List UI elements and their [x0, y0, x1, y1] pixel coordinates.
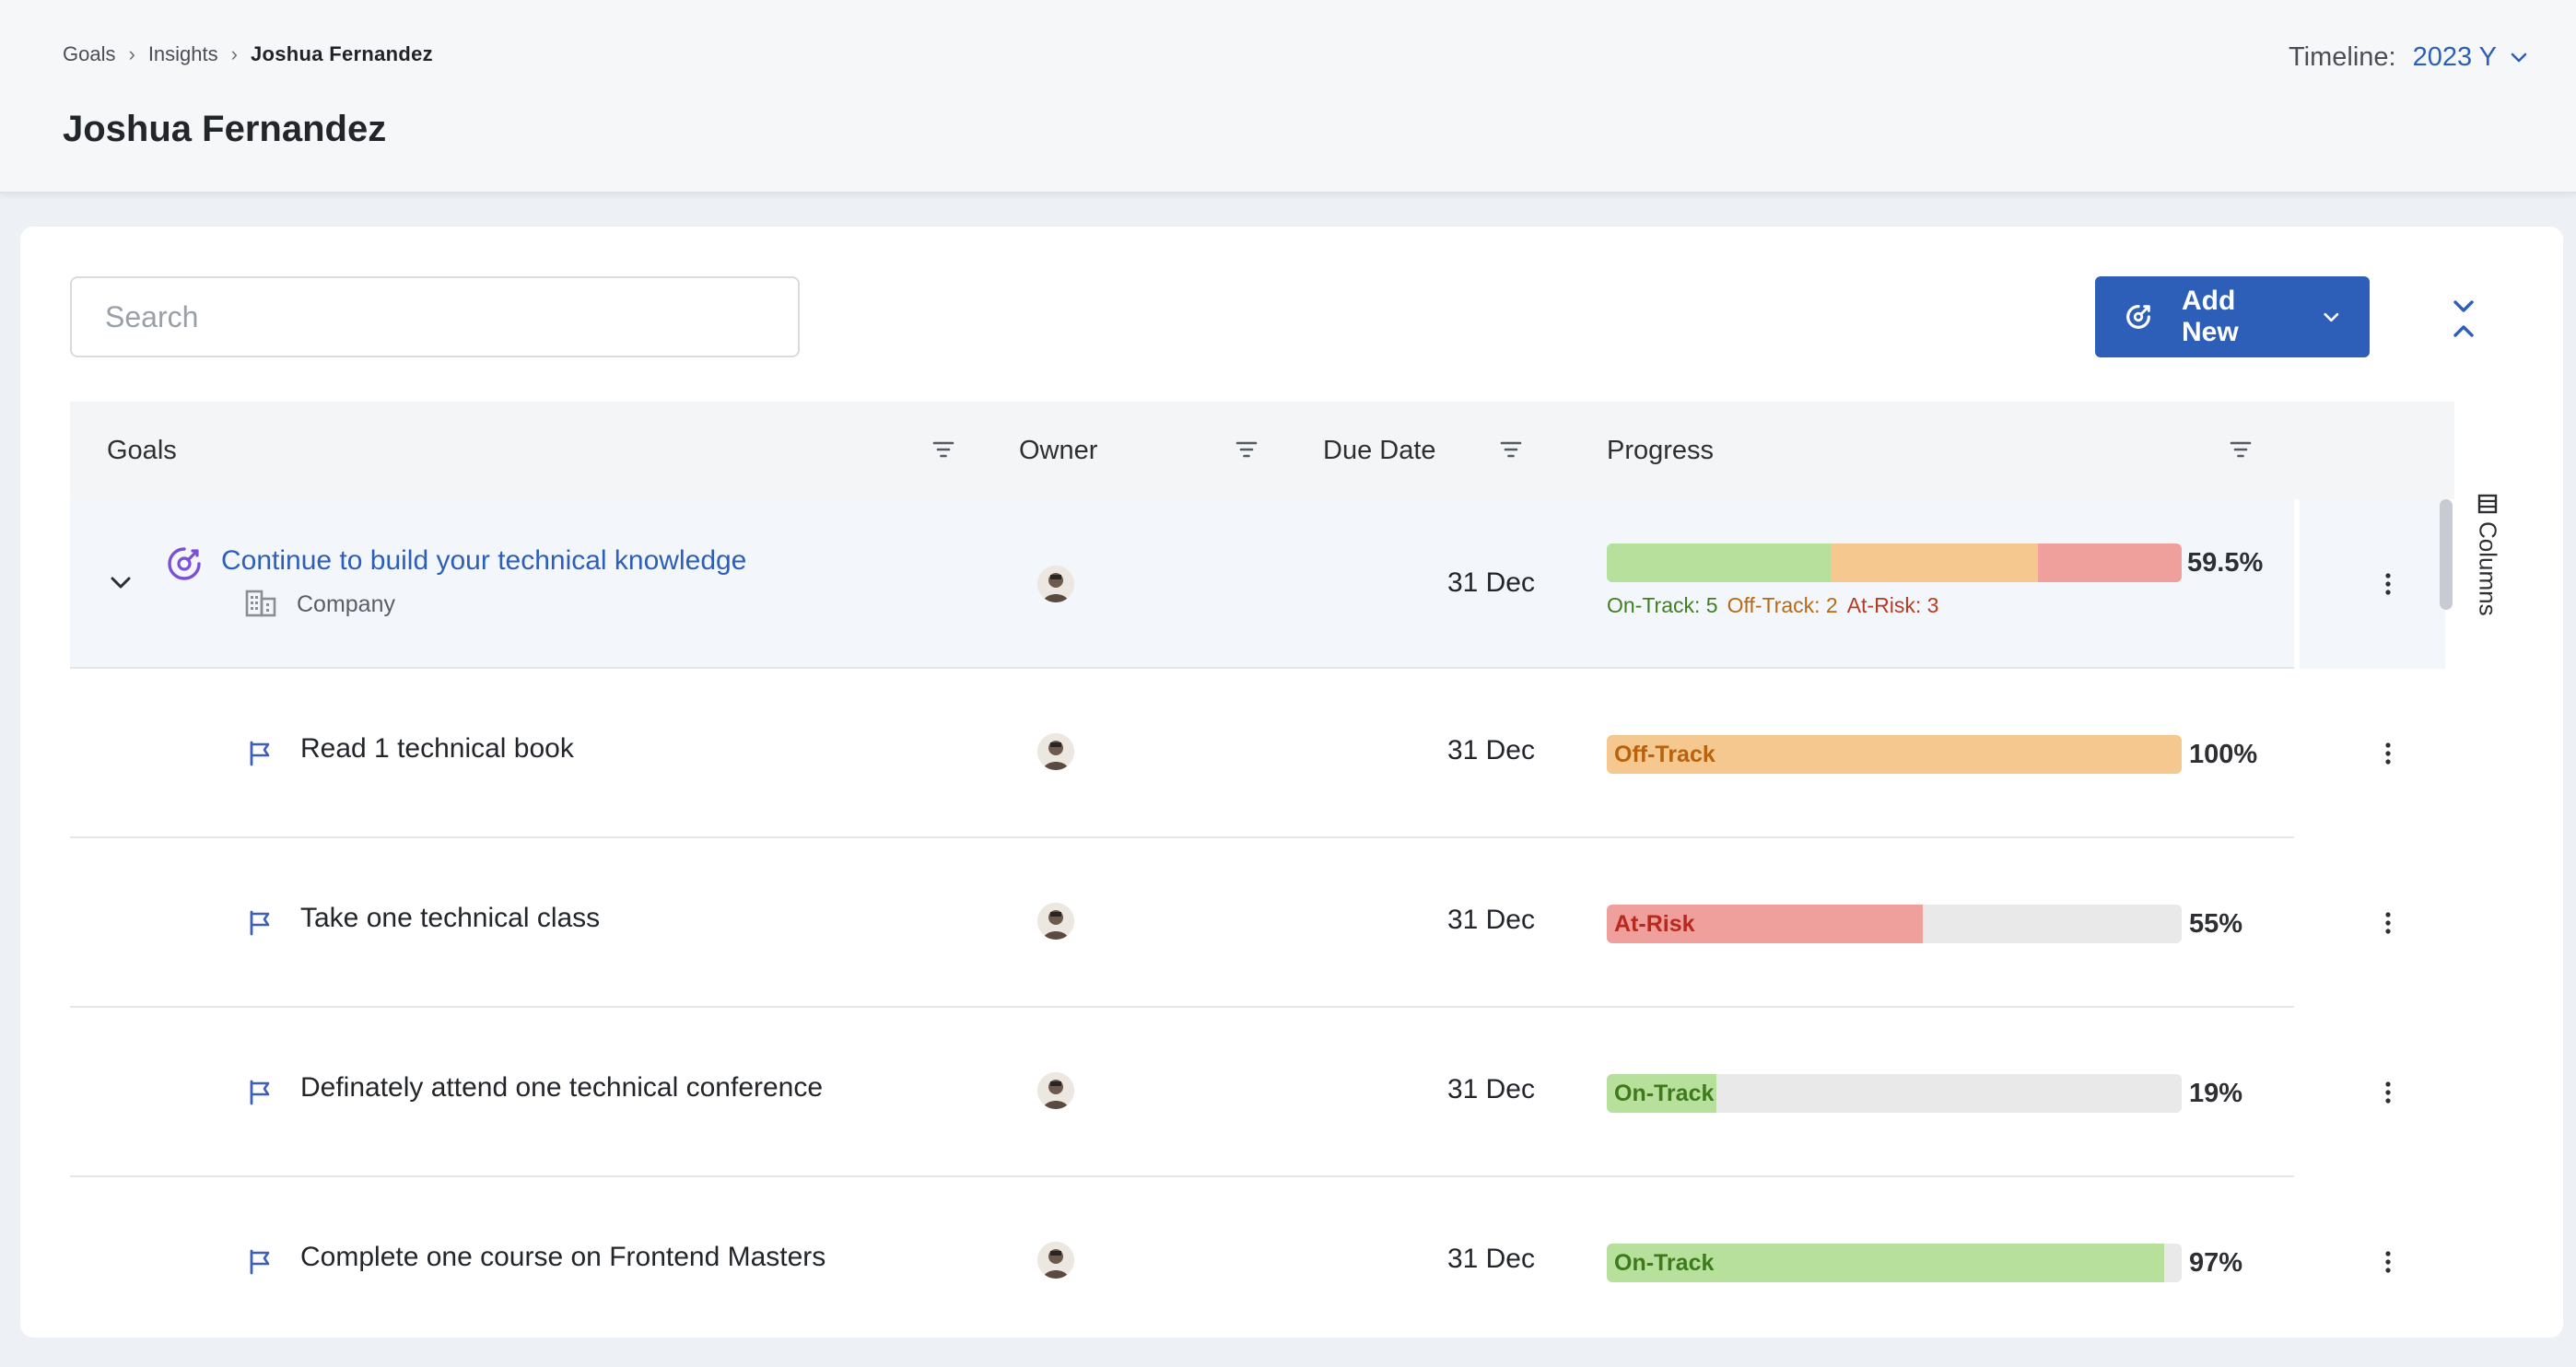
columns-icon [2477, 494, 2498, 514]
progress-percent: 100% [2189, 740, 2258, 769]
more-vertical-icon[interactable] [2373, 908, 2403, 938]
goal-target-icon [168, 547, 201, 580]
page-header: Goals › Insights › Joshua Fernandez Josh… [0, 0, 2576, 193]
progress-segment-on-track [1607, 543, 1832, 582]
progress-fill [1607, 905, 1924, 943]
building-icon [245, 590, 276, 617]
progress-bar: Off-Track [1607, 735, 2182, 774]
row-actions-cell [2294, 1008, 2445, 1177]
progress-fill [1607, 1244, 2165, 1282]
owner-avatar[interactable] [1037, 1242, 1074, 1279]
timeline-value[interactable]: 2023 Y [2412, 42, 2497, 72]
goals-card: Add New Goals Owner Due Date Progress Co… [20, 227, 2563, 1338]
progress-percent: 59.5% [2187, 548, 2264, 578]
table-header: Goals Owner Due Date Progress [70, 402, 2454, 499]
progress-percent: 97% [2189, 1248, 2243, 1278]
due-date: 31 Dec [1446, 567, 1535, 598]
chevron-down-icon[interactable] [107, 569, 135, 597]
flag-icon [250, 1080, 270, 1105]
add-new-label: Add New [2182, 286, 2239, 347]
search-input[interactable] [70, 276, 800, 357]
table-row[interactable]: Read 1 technical book 31 Dec Off-Track 100% [70, 669, 2445, 838]
flag-icon [250, 1249, 270, 1275]
child-goal-title[interactable]: Complete one course on Frontend Masters [300, 1242, 826, 1272]
status-counts: On-Track: 5 Off-Track: 2 At-Risk: 3 [1607, 593, 1938, 618]
row-actions-cell [2294, 499, 2445, 669]
breadcrumb: Goals › Insights › Joshua Fernandez [63, 42, 433, 66]
header-progress[interactable]: Progress [1607, 435, 1715, 465]
progress-bar: On-Track [1607, 1074, 2182, 1113]
owner-avatar[interactable] [1037, 903, 1074, 940]
columns-label: Columns [2474, 521, 2502, 616]
status-label: On-Track [1614, 1081, 1715, 1106]
add-new-button[interactable]: Add New [2095, 276, 2370, 357]
columns-panel-toggle[interactable]: Columns [2467, 494, 2508, 641]
due-date: 31 Dec [1446, 905, 1535, 935]
more-vertical-icon[interactable] [2373, 569, 2403, 599]
due-date: 31 Dec [1446, 1074, 1535, 1104]
breadcrumb-current: Joshua Fernandez [250, 42, 433, 65]
timeline-selector[interactable]: Timeline: 2023 Y [2289, 42, 2530, 73]
status-count: On-Track: 5 [1607, 593, 1718, 617]
scrollbar[interactable] [2440, 499, 2453, 610]
more-vertical-icon[interactable] [2373, 1078, 2403, 1107]
page-title: Joshua Fernandez [63, 109, 387, 149]
filter-icon[interactable] [1498, 437, 1524, 462]
status-label: Off-Track [1614, 742, 1715, 767]
flag-icon [250, 741, 270, 766]
progress-fill [1607, 735, 2182, 774]
status-count: Off-Track: 2 [1727, 593, 1838, 617]
add-goal-icon [2126, 305, 2150, 329]
filter-icon[interactable] [931, 437, 956, 462]
header-goals[interactable]: Goals [107, 435, 177, 465]
chevron-down-icon[interactable] [2508, 47, 2530, 69]
row-actions-cell [2294, 838, 2445, 1008]
goal-title-link[interactable]: Continue to build your technical knowled… [221, 545, 747, 576]
filter-icon[interactable] [1234, 437, 1259, 462]
more-vertical-icon[interactable] [2373, 1247, 2403, 1277]
chevron-right-icon: › [128, 42, 135, 65]
status-label: On-Track [1614, 1250, 1715, 1276]
flag-icon [250, 910, 270, 936]
progress-bar: At-Risk [1607, 905, 2182, 943]
more-vertical-icon[interactable] [2373, 739, 2403, 768]
table-row[interactable]: Complete one course on Frontend Masters 3… [70, 1177, 2445, 1338]
child-goal-title[interactable]: Take one technical class [300, 903, 601, 933]
progress-segment-at-risk [2037, 543, 2182, 582]
due-date: 31 Dec [1446, 735, 1535, 765]
table-row[interactable]: Continue to build your technical knowled… [70, 499, 2445, 669]
collapse-icon [2453, 300, 2474, 337]
status-label: At-Risk [1614, 911, 1695, 937]
row-actions-cell [2294, 669, 2445, 838]
collapse-all-button[interactable] [2438, 293, 2489, 345]
chevron-right-icon: › [230, 42, 238, 65]
owner-avatar[interactable] [1037, 566, 1074, 602]
child-goal-title[interactable]: Definately attend one technical conferen… [300, 1072, 824, 1103]
due-date: 31 Dec [1446, 1244, 1535, 1274]
row-actions-cell [2294, 1177, 2445, 1338]
header-due-date[interactable]: Due Date [1323, 435, 1436, 465]
progress-segment-off-track [1831, 543, 2038, 582]
breadcrumb-insights[interactable]: Insights [147, 42, 218, 65]
table-row[interactable]: Definately attend one technical conferen… [70, 1008, 2445, 1177]
status-count: At-Risk: 3 [1846, 593, 1939, 617]
header-owner[interactable]: Owner [1019, 435, 1098, 465]
owner-avatar[interactable] [1037, 733, 1074, 770]
progress-fill [1607, 1074, 1716, 1113]
progress-percent: 55% [2189, 909, 2243, 939]
timeline-label: Timeline: [2289, 42, 2396, 72]
owner-avatar[interactable] [1037, 1072, 1074, 1109]
filter-icon[interactable] [2228, 437, 2254, 462]
breadcrumb-goals[interactable]: Goals [63, 42, 116, 65]
progress-bar: On-Track [1607, 1244, 2182, 1282]
aggregate-progress-bar [1607, 543, 2182, 582]
table-row[interactable]: Take one technical class 31 Dec At-Risk 55% [70, 838, 2445, 1008]
goal-category: Company [297, 591, 395, 617]
chevron-down-icon [2324, 312, 2339, 322]
progress-percent: 19% [2189, 1079, 2243, 1108]
child-goal-title[interactable]: Read 1 technical book [300, 733, 574, 764]
